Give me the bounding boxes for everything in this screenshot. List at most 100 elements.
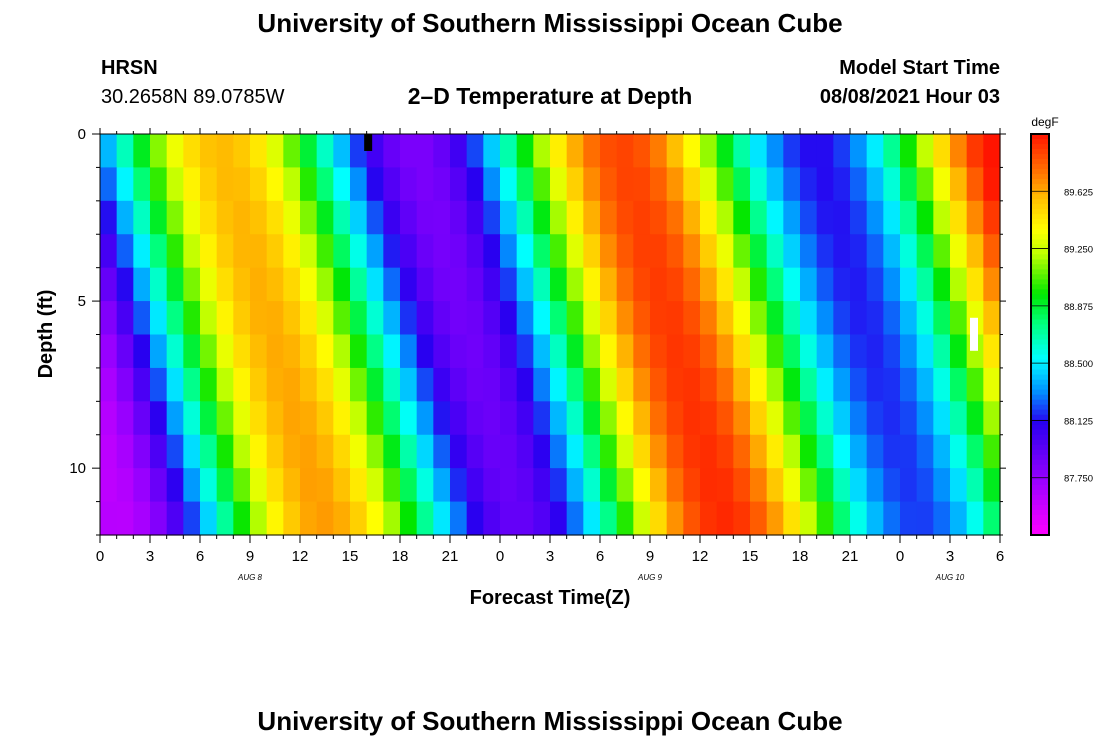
colorbar-swatch [1031, 499, 1049, 506]
heatmap-cell [666, 234, 684, 269]
colorbar-swatch [1031, 299, 1049, 306]
heatmap-cell [500, 134, 518, 169]
heatmap-cell [100, 401, 118, 436]
heatmap-cell [583, 468, 601, 503]
colorbar-swatch [1031, 404, 1049, 411]
heatmap-cell [133, 267, 151, 302]
heatmap-cell [916, 434, 934, 469]
heatmap-cell [716, 267, 734, 302]
colorbar-swatch [1031, 294, 1049, 301]
heatmap-cell [683, 334, 701, 369]
heatmap-cell [633, 367, 651, 402]
heatmap-cell [533, 501, 551, 536]
heatmap-cell [350, 267, 368, 302]
heatmap-cell [383, 501, 401, 536]
heatmap-cell [416, 167, 434, 202]
heatmap-cell [200, 401, 218, 436]
heatmap-cell [183, 200, 201, 235]
heatmap-cell [950, 401, 968, 436]
heatmap-cell [966, 367, 984, 402]
heatmap-cell [166, 200, 184, 235]
heatmap-cell [600, 134, 618, 169]
colorbar-swatch [1031, 459, 1049, 466]
heatmap-cell [583, 200, 601, 235]
y-axis-ticks: 0 5 10 [69, 126, 1006, 536]
heatmap-cell [750, 200, 768, 235]
colorbar-swatch [1031, 444, 1049, 451]
heatmap-cell [433, 267, 451, 302]
heatmap-cell [566, 167, 584, 202]
heatmap-cell [383, 200, 401, 235]
colorbar-swatch [1031, 349, 1049, 356]
heatmap-cell [950, 200, 968, 235]
heatmap-cell [350, 234, 368, 269]
heatmap-cell [800, 234, 818, 269]
heatmap-cell [650, 200, 668, 235]
colorbar-swatch [1031, 209, 1049, 215]
heatmap-cell [600, 234, 618, 269]
heatmap-cell [700, 401, 718, 436]
heatmap-cell [300, 234, 318, 269]
heatmap-cell [683, 434, 701, 469]
colorbar-swatch [1031, 454, 1049, 461]
heatmap-cell [566, 401, 584, 436]
heatmap-cell [383, 167, 401, 202]
heatmap-cell [683, 401, 701, 436]
heatmap-cell [766, 334, 784, 369]
heatmap-cell [166, 167, 184, 202]
heatmap-cell [916, 367, 934, 402]
heatmap-cell [266, 367, 284, 402]
y-tick-label: 10 [69, 460, 86, 477]
heatmap-cell [433, 401, 451, 436]
heatmap-cell [383, 234, 401, 269]
heatmap-cell [600, 401, 618, 436]
heatmap-cell [366, 301, 384, 336]
heatmap-cell [266, 334, 284, 369]
colorbar-swatch [1031, 429, 1049, 436]
heatmap-cell [483, 401, 501, 436]
colorbar-swatch [1031, 204, 1049, 210]
heatmap-cell [383, 468, 401, 503]
heatmap-cell [683, 200, 701, 235]
heatmap-cell [166, 234, 184, 269]
heatmap-cell [700, 200, 718, 235]
heatmap-cell [583, 267, 601, 302]
heatmap-cell [450, 267, 468, 302]
heatmap-cell [683, 234, 701, 269]
heatmap-cell [933, 401, 951, 436]
x-tick-label: 3 [146, 548, 154, 565]
heatmap-cells [100, 134, 1001, 536]
heatmap-cell [483, 134, 501, 169]
heatmap-cell [650, 134, 668, 169]
heatmap-cell [116, 200, 134, 235]
heatmap-cell [233, 167, 251, 202]
heatmap-cell [883, 234, 901, 269]
colorbar-tick-label: 88.500 [1064, 359, 1093, 370]
heatmap-cell [866, 267, 884, 302]
heatmap-cell [583, 367, 601, 402]
heatmap-cell [216, 501, 234, 536]
heatmap-cell [850, 334, 868, 369]
heatmap-cell [333, 334, 351, 369]
heatmap-cell [433, 468, 451, 503]
heatmap-cell [616, 434, 634, 469]
heatmap-cell [600, 501, 618, 536]
heatmap-cell [883, 501, 901, 536]
colorbar-swatch [1031, 254, 1049, 260]
heatmap-cell [250, 434, 268, 469]
heatmap-cell [766, 401, 784, 436]
heatmap-cell [350, 167, 368, 202]
heatmap-cell [650, 334, 668, 369]
heatmap-cell [250, 301, 268, 336]
heatmap-cell [483, 301, 501, 336]
heatmap-cell [700, 501, 718, 536]
heatmap-cell [616, 134, 634, 169]
colorbar-swatch [1031, 289, 1049, 295]
heatmap-cell [200, 267, 218, 302]
heatmap-cell [483, 267, 501, 302]
plot-title: 2–D Temperature at Depth [407, 83, 693, 109]
colorbar-swatch [1031, 274, 1049, 280]
heatmap-cell [750, 167, 768, 202]
heatmap-cell [333, 267, 351, 302]
heatmap-cell [866, 501, 884, 536]
